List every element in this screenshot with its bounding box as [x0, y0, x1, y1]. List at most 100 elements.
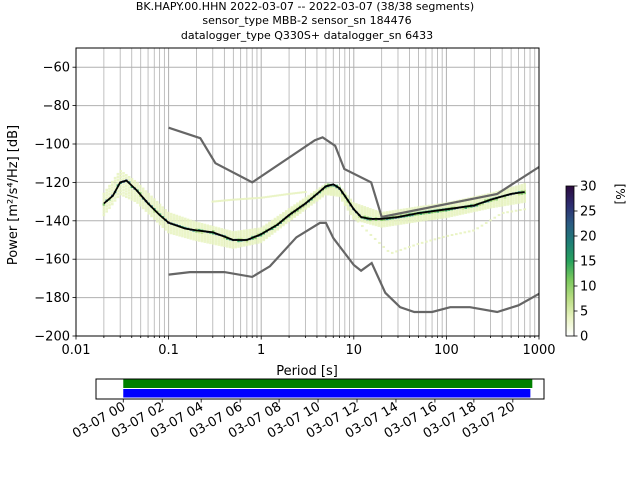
- density-cell: [223, 230, 226, 234]
- density-cell: [430, 211, 434, 214]
- density-cell: [211, 236, 215, 239]
- density-cell-faint: [429, 239, 432, 242]
- density-cell: [422, 218, 425, 222]
- density-cell: [498, 202, 501, 206]
- density-cell: [391, 218, 395, 221]
- density-cell: [399, 222, 403, 225]
- density-cell: [360, 208, 364, 212]
- density-cell-faint: [253, 197, 256, 200]
- density-cell: [321, 192, 324, 196]
- density-cell: [220, 240, 223, 243]
- density-cell: [315, 197, 319, 201]
- density-cell: [211, 240, 215, 243]
- density-cell: [284, 214, 288, 217]
- density-cell: [383, 213, 386, 216]
- density-cell: [486, 206, 490, 210]
- density-cell-faint: [361, 225, 364, 228]
- density-cell: [105, 202, 108, 205]
- density-cell: [402, 218, 406, 221]
- density-cell: [512, 202, 515, 205]
- density-cell: [130, 180, 134, 183]
- density-cell: [498, 204, 501, 208]
- density-cell: [155, 212, 159, 216]
- density-cell: [226, 239, 229, 242]
- density-cell: [363, 213, 367, 216]
- density-cell: [405, 219, 409, 223]
- density-cell: [158, 208, 162, 211]
- density-cell: [211, 242, 215, 245]
- density-cell: [110, 197, 114, 200]
- density-cell: [425, 213, 428, 216]
- density-cell: [433, 217, 437, 220]
- density-cell: [478, 205, 482, 208]
- density-cell: [523, 183, 526, 186]
- density-cell: [245, 232, 249, 236]
- density-cell-faint: [382, 245, 385, 248]
- density-cell: [301, 198, 305, 202]
- density-cell: [509, 202, 512, 206]
- density-cell: [430, 216, 434, 219]
- density-cell: [220, 242, 223, 245]
- density-cell: [251, 235, 254, 238]
- timeline-bars: [123, 379, 533, 398]
- density-cell: [290, 216, 294, 219]
- density-cell: [363, 211, 367, 214]
- density-cell: [116, 181, 120, 184]
- density-cell: [383, 211, 386, 214]
- density-cell: [301, 199, 305, 203]
- density-cell: [380, 223, 383, 227]
- density-cell: [357, 209, 361, 213]
- density-cell: [405, 221, 409, 224]
- density-cell: [169, 229, 173, 232]
- density-cell: [150, 212, 153, 215]
- density-cell: [195, 238, 198, 242]
- density-cell: [254, 241, 257, 245]
- density-cell: [484, 198, 487, 202]
- density-cell-faint: [480, 224, 484, 227]
- density-cell: [102, 213, 106, 217]
- density-cell: [458, 207, 462, 211]
- density-cell: [242, 235, 246, 238]
- density-cell-faint: [412, 244, 415, 247]
- density-cell: [144, 195, 148, 198]
- density-cell: [366, 210, 369, 214]
- density-cell: [189, 219, 193, 222]
- density-cell: [251, 242, 254, 245]
- density-cell: [181, 221, 184, 224]
- density-cell: [310, 192, 313, 196]
- density-cell: [352, 209, 355, 213]
- density-cell: [282, 216, 285, 219]
- density-cell: [520, 196, 524, 200]
- density-cell: [456, 211, 459, 215]
- density-cell: [416, 217, 420, 221]
- density-cell: [310, 201, 313, 205]
- density-cell: [512, 188, 515, 191]
- density-cell: [203, 236, 207, 239]
- density-cell: [425, 218, 428, 221]
- density-cell: [223, 232, 226, 236]
- density-cell: [338, 188, 341, 192]
- density-cell: [427, 213, 431, 216]
- density-cell: [110, 189, 114, 192]
- density-cell: [411, 217, 414, 220]
- density-cell: [119, 192, 123, 196]
- density-cell: [391, 210, 395, 213]
- density-cell: [270, 219, 274, 223]
- density-cell: [442, 214, 445, 217]
- density-cell: [125, 174, 128, 177]
- density-cell: [442, 212, 445, 216]
- density-cell: [310, 203, 313, 206]
- density-cell: [228, 245, 232, 249]
- density-cell-faint: [519, 209, 522, 212]
- density-cell: [293, 211, 296, 214]
- density-cell: [369, 211, 372, 214]
- density-cell: [102, 203, 106, 206]
- density-cell: [464, 211, 468, 214]
- density-cell: [520, 198, 524, 202]
- density-cell: [484, 193, 487, 197]
- density-cell: [369, 218, 372, 222]
- density-cell: [439, 216, 442, 219]
- density-cell: [183, 217, 187, 221]
- density-cell-faint: [425, 240, 428, 243]
- density-cell: [402, 221, 406, 225]
